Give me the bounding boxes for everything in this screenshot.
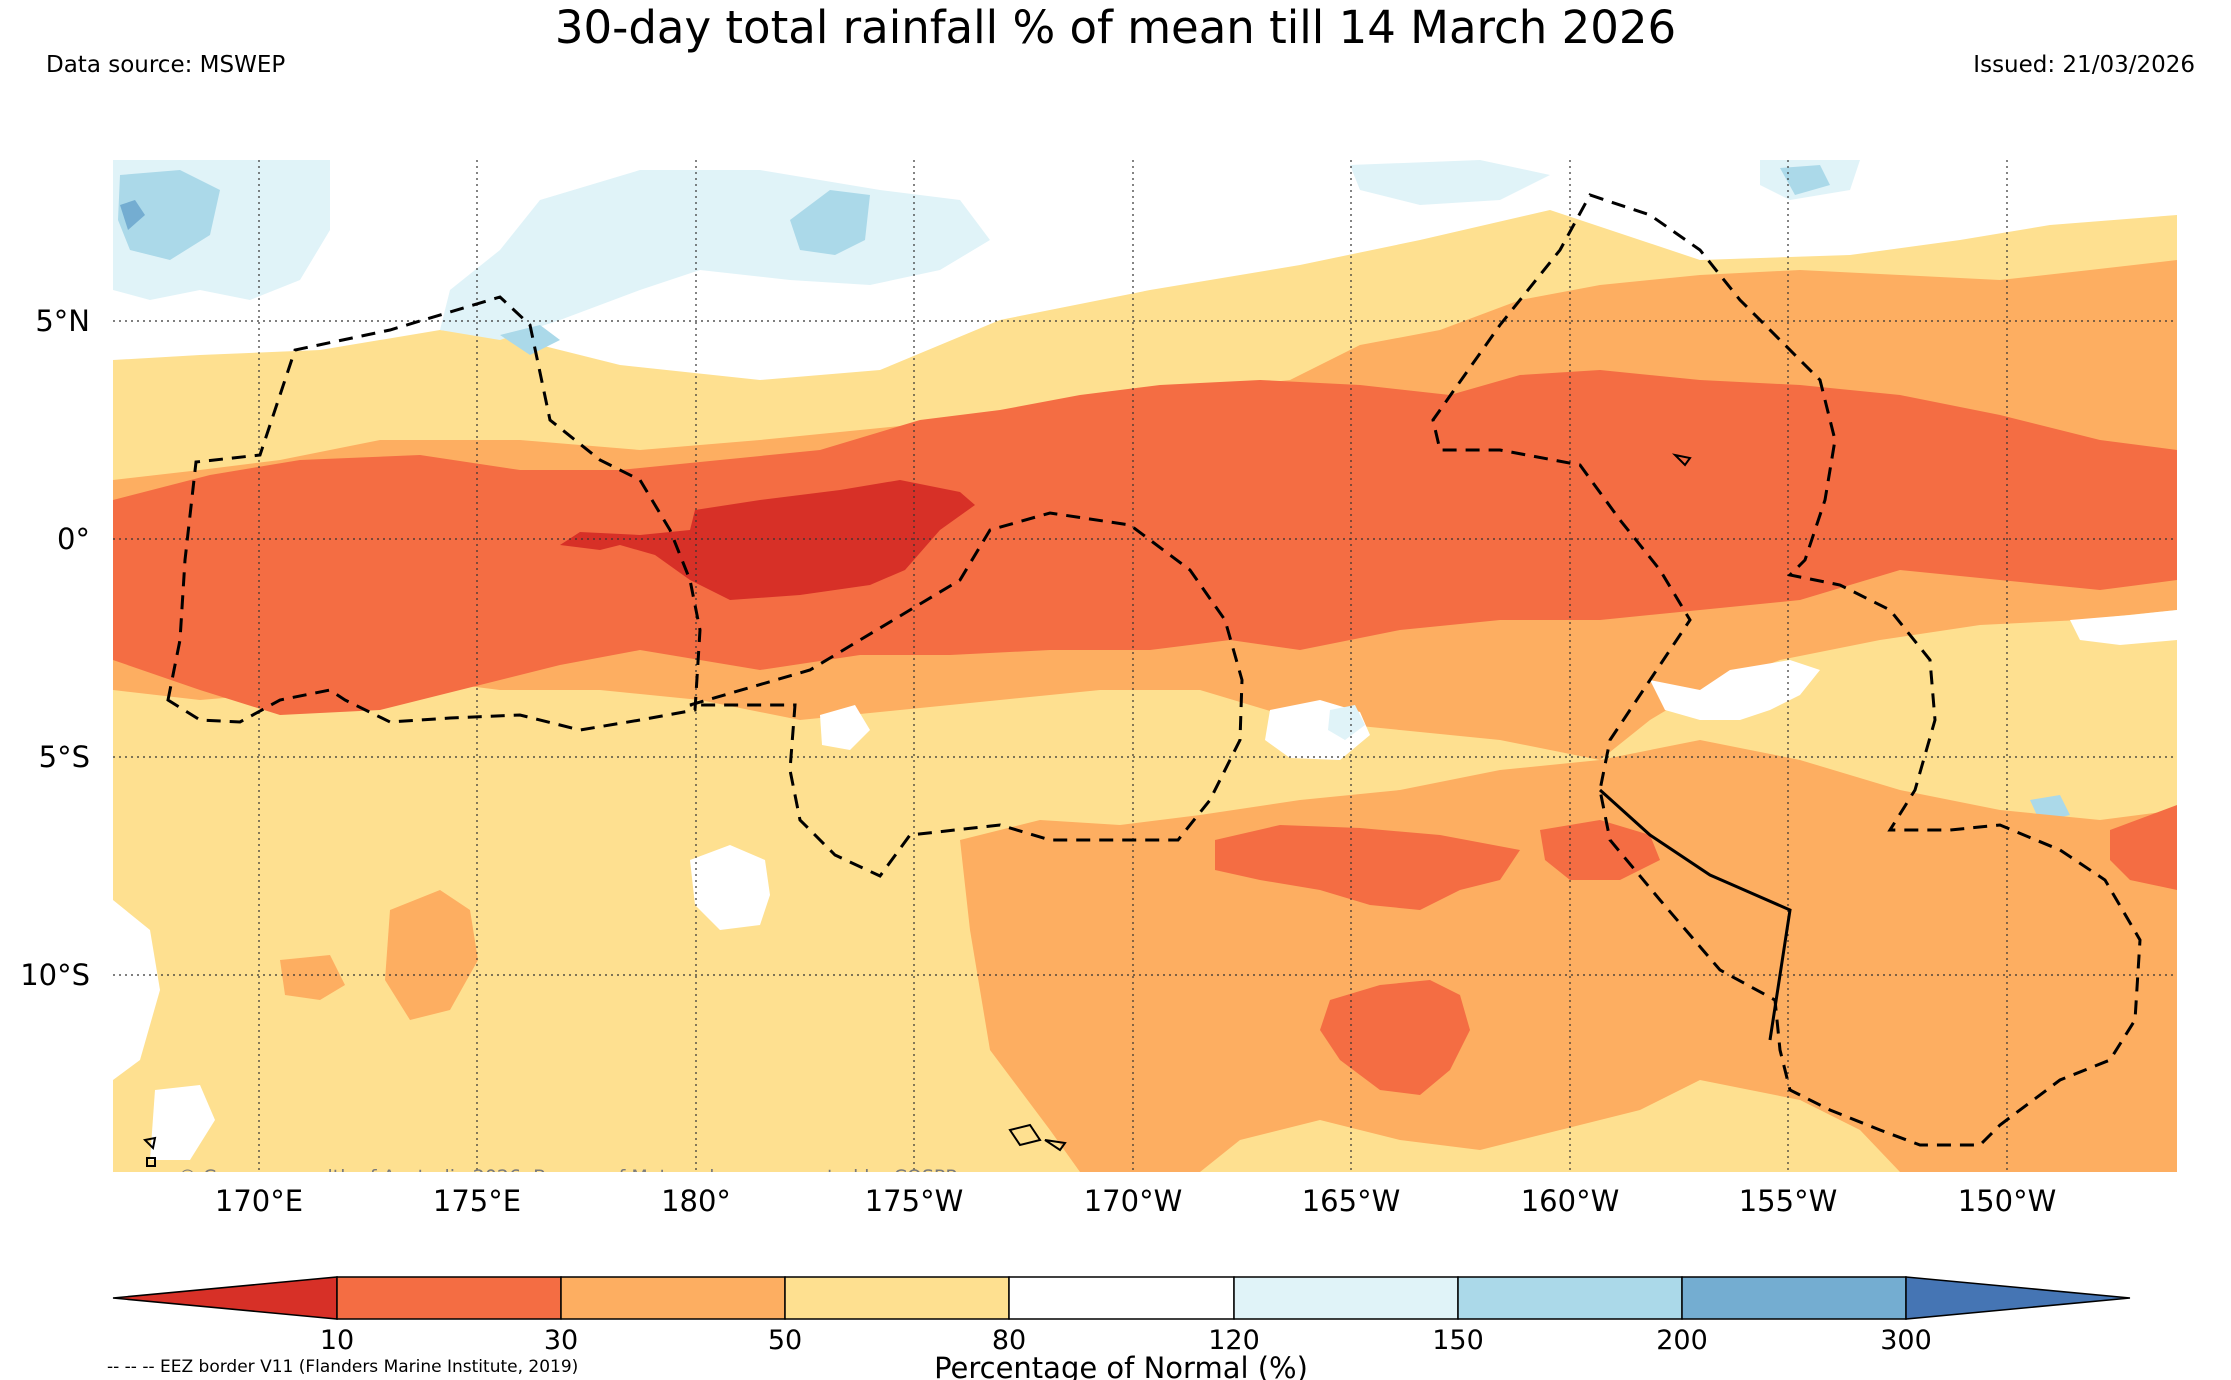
copyright-notice: © Commonwealth of Australia 2026, Bureau…: [178, 1166, 978, 1188]
island-4: [146, 1157, 156, 1167]
lon-label-155W: 155°W: [1739, 1184, 1838, 1218]
lon-label-150W: 150°W: [1958, 1184, 2057, 1218]
extreme-below-normal-core: [560, 480, 975, 600]
well-below-normal-patch-east: [2110, 805, 2177, 890]
issued-date-label: Issued: 21/03/2026: [1973, 52, 2195, 78]
normal-rainfall-patch-sw: [113, 900, 160, 1080]
eez-border-east-north: [1431, 193, 2142, 1147]
normal-rainfall-patch-east-1: [1650, 660, 1820, 720]
lon-label-170E: 170°E: [215, 1184, 303, 1218]
below-normal-patch-sw-1: [385, 890, 478, 1020]
much-above-normal-patch-nw: [120, 200, 145, 230]
above-normal-patch-central: [1328, 705, 1365, 740]
colorbar-swatch-30-50: [560, 1276, 786, 1320]
colorbar-swatch-50-80: [784, 1276, 1010, 1320]
colorbar-tick-150: 150: [1432, 1325, 1484, 1356]
island-5: [1671, 453, 1692, 467]
maritime-boundary-solid: [1598, 788, 1792, 1041]
colorbar-tick-30: 30: [544, 1325, 578, 1356]
eez-border-central: [689, 511, 1244, 878]
colorbar-swatch-80-120: [1008, 1276, 1235, 1320]
rainfall-map: © Commonwealth of Australia 2026, Bureau…: [113, 160, 2177, 1188]
colorbar-tick-300: 300: [1880, 1325, 1932, 1356]
colorbar-swatch-200-300: [1681, 1276, 1907, 1320]
eez-borders: [166, 193, 2142, 1147]
well-above-normal-patch-north-central: [790, 190, 870, 255]
colorbar-tick-50: 50: [768, 1325, 802, 1356]
lat-label-5N: 5°N: [35, 304, 90, 338]
lon-label-175E: 175°E: [433, 1184, 521, 1218]
island-1: [1008, 1123, 1042, 1147]
normal-rainfall-patch-south-1: [690, 845, 770, 930]
lat-label-0: 0°: [57, 522, 90, 556]
data-source-label: Data source: MSWEP: [46, 52, 286, 78]
colorbar-swatch-under-10: [112, 1276, 338, 1320]
colorbar-swatch-120-150: [1233, 1276, 1459, 1320]
normal-rainfall-patch-east-2: [2070, 610, 2177, 645]
colorbar-tick-labels: 10 30 50 80 120 150 200 300: [320, 1325, 1932, 1356]
colorbar-tick-200: 200: [1656, 1325, 1708, 1356]
below-normal-patch-sw-2: [280, 955, 345, 1000]
colorbar-tick-80: 80: [992, 1325, 1026, 1356]
colorbar: [112, 1276, 2131, 1320]
well-above-normal-patch-ne: [1780, 165, 1830, 195]
above-normal-patch-north-east: [1350, 160, 1550, 205]
lat-label-5S: 5°S: [39, 740, 90, 774]
well-above-normal-patch-nc2: [500, 325, 560, 355]
map-title: 30-day total rainfall % of mean till 14 …: [554, 1, 1677, 54]
longitude-labels: 170°E 175°E 180° 175°W 170°W 165°W 160°W…: [215, 1184, 2056, 1218]
island-2: [1044, 1139, 1067, 1152]
lat-label-10S: 10°S: [20, 958, 90, 992]
colorbar-swatch-over-300: [1905, 1276, 2131, 1320]
lon-label-160W: 160°W: [1521, 1184, 1620, 1218]
island-outlines: [142, 453, 1692, 1167]
lon-label-180: 180°: [661, 1184, 731, 1218]
colorbar-swatch-150-200: [1457, 1276, 1683, 1320]
well-below-normal-patch-south-1: [1215, 825, 1520, 910]
well-below-normal-patch-south-3: [1320, 980, 1470, 1095]
well-below-normal-band: [113, 370, 2177, 715]
eez-border-legend: -- -- -- EEZ border V11 (Flanders Marine…: [107, 1357, 578, 1377]
normal-rainfall-patch-s: [150, 1085, 215, 1160]
well-above-normal-patch-nw: [118, 170, 220, 260]
colorbar-tick-10: 10: [320, 1325, 354, 1356]
latitude-labels: 5°N 0° 5°S 10°S: [20, 304, 90, 992]
lon-label-175W: 175°W: [865, 1184, 964, 1218]
island-3: [142, 1136, 157, 1151]
colorbar-tick-120: 120: [1208, 1325, 1260, 1356]
normal-rainfall-patch-south-2: [820, 705, 870, 750]
colorbar-swatch-10-30: [336, 1276, 562, 1320]
colorbar-title: Percentage of Normal (%): [934, 1351, 1308, 1380]
lon-label-170W: 170°W: [1084, 1184, 1183, 1218]
lon-label-165W: 165°W: [1302, 1184, 1401, 1218]
graticule: [113, 160, 2177, 1172]
